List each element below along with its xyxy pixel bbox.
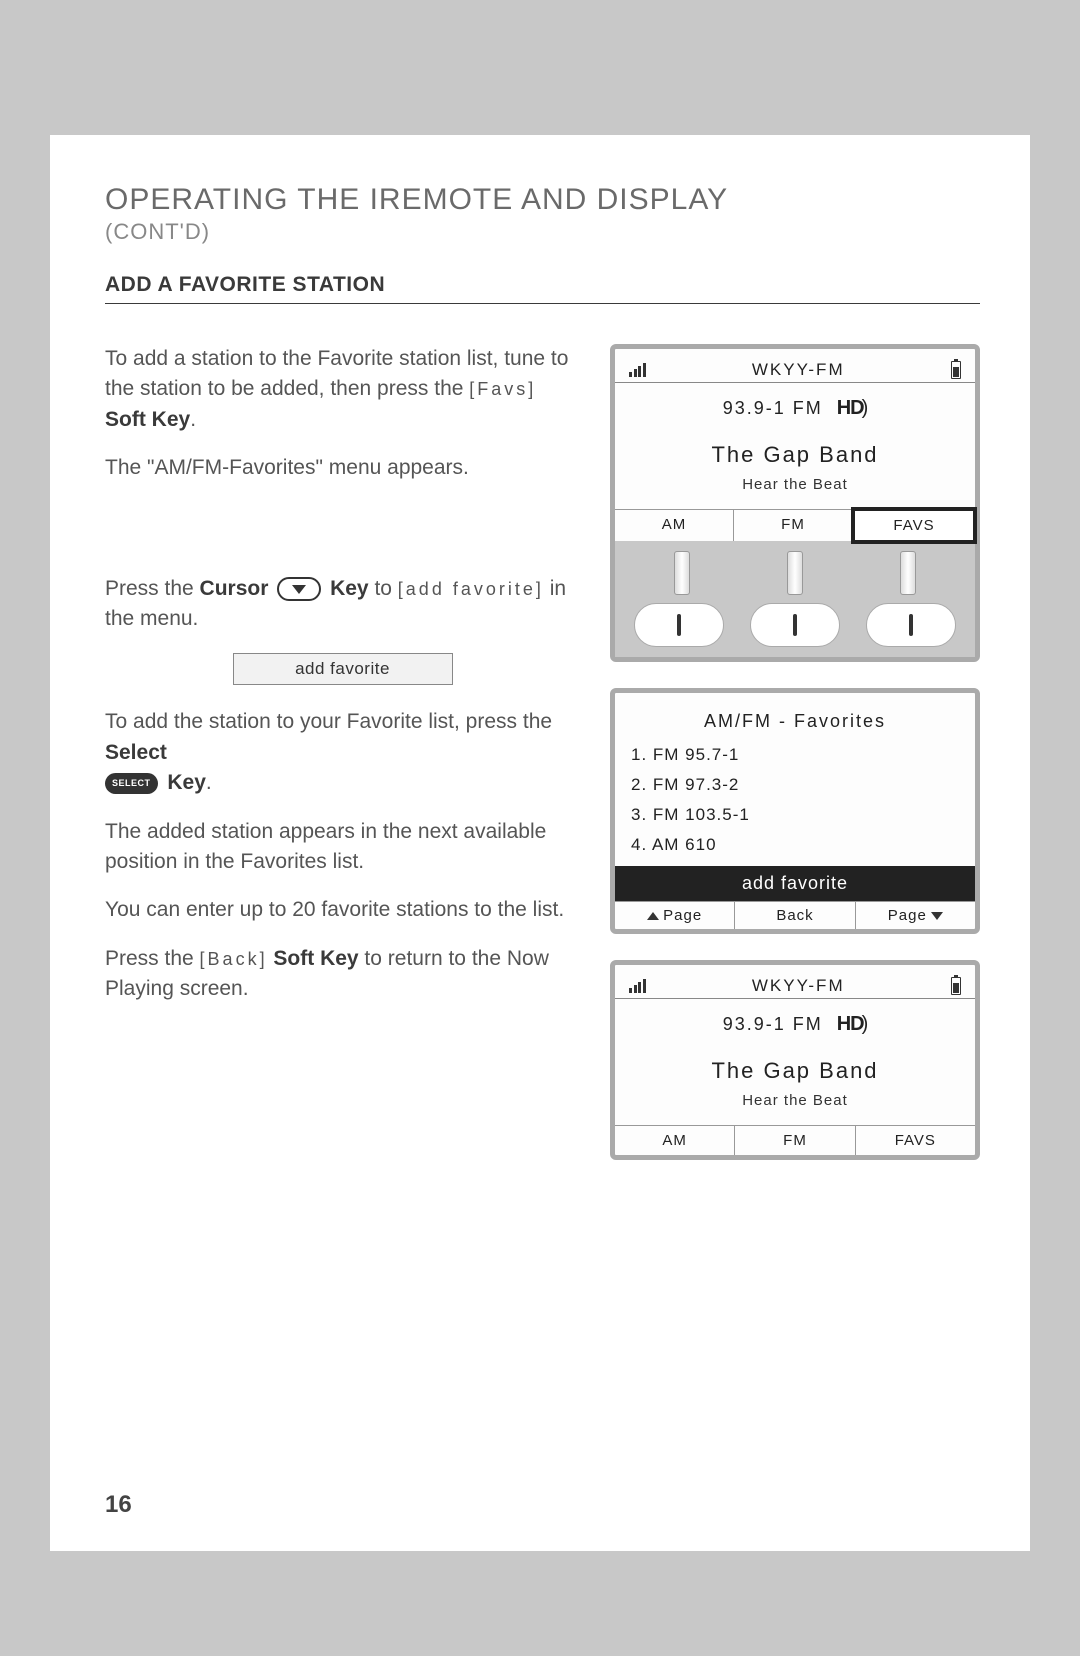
add-favorite-inline-button: add favorite (233, 653, 453, 686)
bold-text: Soft Key (268, 947, 359, 970)
frequency: 93.9-1 FM (723, 398, 823, 419)
add-favorite-row[interactable]: add favorite (615, 866, 975, 901)
text: Press the (105, 577, 200, 600)
label: Page (888, 907, 927, 924)
track-name: Hear the Beat (615, 476, 975, 509)
page-up-button[interactable]: Page (615, 902, 735, 929)
manual-page: OPERATING THE IREMOTE AND DISPLAY (CONT'… (50, 135, 1030, 1551)
station-name: WKYY-FM (752, 360, 845, 380)
tab-fm[interactable]: FM (735, 1126, 855, 1155)
hw-button[interactable] (750, 603, 840, 647)
stick-icon (900, 551, 916, 595)
track-name: Hear the Beat (615, 1092, 975, 1125)
para-1: To add a station to the Favorite station… (105, 344, 580, 435)
page-title: OPERATING THE IREMOTE AND DISPLAY (105, 183, 980, 217)
page-number: 16 (105, 1491, 132, 1519)
bold-text: Soft Key (105, 408, 190, 431)
bold-text: Key (162, 771, 206, 794)
softkey-tabs: AM FM FAVS (615, 1125, 975, 1155)
favorites-list: 1. FM 95.7-1 2. FM 97.3-2 3. FM 103.5-1 … (615, 740, 975, 866)
text: to (369, 577, 398, 600)
text: Press the (105, 947, 200, 970)
artist-name: The Gap Band (615, 1042, 975, 1092)
list-item[interactable]: 3. FM 103.5-1 (631, 800, 959, 830)
tab-am[interactable]: AM (615, 1126, 735, 1155)
frequency-row: 93.9-1 FM HD (615, 383, 975, 426)
para-3: Press the Cursor Key to [add favorite] i… (105, 574, 580, 635)
tab-fm[interactable]: FM (734, 510, 853, 541)
back-button[interactable]: Back (735, 902, 855, 929)
para-5: The added station appears in the next av… (105, 817, 580, 878)
softkey-label: [add favorite] (398, 579, 544, 599)
hw-button[interactable] (634, 603, 724, 647)
para-7: Press the [Back] Soft Key to return to t… (105, 944, 580, 1005)
hd-icon: HD (837, 1013, 868, 1036)
hardware-buttons (615, 595, 975, 657)
device-screen-now-playing: WKYY-FM 93.9-1 FM HD The Gap Band Hear t… (610, 344, 980, 662)
content-columns: To add a station to the Favorite station… (105, 344, 980, 1160)
hardware-sticks (615, 541, 975, 595)
station-name: WKYY-FM (752, 976, 845, 996)
status-bar: WKYY-FM (615, 357, 975, 383)
device-illustrations: WKYY-FM 93.9-1 FM HD The Gap Band Hear t… (610, 344, 980, 1160)
favorites-title: AM/FM - Favorites (615, 701, 975, 740)
signal-icon (629, 979, 646, 993)
frequency-row: 93.9-1 FM HD (615, 999, 975, 1042)
page-down-button[interactable]: Page (856, 902, 975, 929)
softkey-label: [Back] (200, 949, 268, 969)
para-6: You can enter up to 20 favorite stations… (105, 895, 580, 925)
artist-name: The Gap Band (615, 426, 975, 476)
list-item[interactable]: 4. AM 610 (631, 830, 959, 860)
stick-icon (787, 551, 803, 595)
device-screen-favorites: AM/FM - Favorites 1. FM 95.7-1 2. FM 97.… (610, 688, 980, 934)
text: . (190, 408, 196, 431)
para-2: The "AM/FM-Favorites" menu appears. (105, 453, 580, 483)
instruction-text: To add a station to the Favorite station… (105, 344, 580, 1160)
tab-favs[interactable]: FAVS (856, 1126, 975, 1155)
frequency: 93.9-1 FM (723, 1014, 823, 1035)
cursor-down-icon (277, 577, 321, 601)
section-title: ADD A FAVORITE STATION (105, 273, 980, 304)
stick-icon (674, 551, 690, 595)
list-item[interactable]: 1. FM 95.7-1 (631, 740, 959, 770)
battery-icon (951, 977, 961, 995)
text: . (206, 771, 212, 794)
favorites-nav: Page Back Page (615, 901, 975, 929)
battery-icon (951, 361, 961, 379)
list-item[interactable]: 2. FM 97.3-2 (631, 770, 959, 800)
signal-icon (629, 363, 646, 377)
bold-text: Key (324, 577, 368, 600)
device-screen-now-playing-2: WKYY-FM 93.9-1 FM HD The Gap Band Hear t… (610, 960, 980, 1160)
para-4: To add the station to your Favorite list… (105, 707, 580, 798)
bold-text: Cursor (200, 577, 269, 600)
softkey-label: [Favs] (469, 379, 536, 399)
hd-icon: HD (837, 397, 868, 420)
status-bar: WKYY-FM (615, 973, 975, 999)
label: Page (663, 907, 702, 924)
page-subtitle: (CONT'D) (105, 219, 980, 245)
tab-am[interactable]: AM (615, 510, 734, 541)
text: To add the station to your Favorite list… (105, 710, 552, 733)
select-key-icon: SELECT (105, 773, 158, 794)
hw-button[interactable] (866, 603, 956, 647)
softkey-tabs: AM FM FAVS (615, 509, 975, 541)
tab-favs[interactable]: FAVS (851, 507, 977, 544)
bold-text: Select (105, 741, 167, 764)
